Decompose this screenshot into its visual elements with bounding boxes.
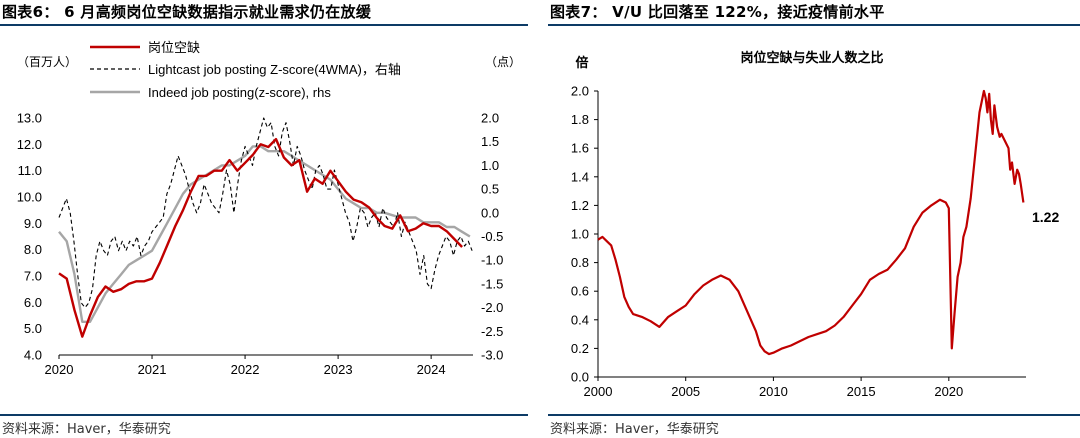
left-chart-title: 图表6： 6 月高频岗位空缺数据指示就业需求仍在放缓: [2, 3, 372, 21]
vu-y-tick-label: 0.8: [571, 255, 589, 270]
right-y-tick-label: -0.5: [481, 229, 503, 244]
right-y-tick-label: 1.5: [481, 134, 499, 149]
left-y-tick-label: 13.0: [17, 111, 42, 126]
right-y-tick-label: -1.0: [481, 253, 503, 268]
left-y-tick-label: 9.0: [24, 216, 42, 231]
left-axis-unit: （百万人）: [17, 55, 77, 69]
x-tick-label: 2024: [417, 362, 446, 377]
vu-x-tick-label: 2015: [847, 384, 876, 399]
left-series-group: [58, 117, 473, 338]
vu-y-tick-label: 1.8: [571, 112, 589, 127]
vu-end-value-label: 1.22: [1032, 209, 1059, 225]
right-axes-group: 0.0 0.2 0.4 0.6 0.8 1.0 1.2 1.4 1.6 1.8 2.0 2000 200…: [571, 84, 1026, 399]
series-line-indeed: [58, 145, 471, 323]
right-y-tick-label: -1.5: [481, 276, 503, 291]
right-source: 资料来源：Haver，华泰研究: [550, 422, 719, 437]
vu-x-tick-label: 2005: [671, 384, 700, 399]
right-axis-unit: （点）: [485, 55, 521, 69]
vu-y-tick-label: 0.6: [571, 284, 589, 299]
vu-y-tick-label: 0.2: [571, 341, 589, 356]
vu-x-tick-label: 2010: [759, 384, 788, 399]
left-legend: 岗位空缺 Lightcast job posting Z-score(4WMA)…: [90, 40, 401, 100]
vu-y-tick-label: 0.0: [571, 370, 589, 385]
left-y-tick-label: 5.0: [24, 321, 42, 336]
right-y-tick-label: -2.0: [481, 300, 503, 315]
legend-label-indeed: Indeed job posting(z-score), rhs: [148, 85, 331, 100]
left-axes-group: 4.0 5.0 6.0 7.0 8.0 9.0 10.0 11.0 12.0 13.0 -3.0 -2…: [17, 111, 504, 378]
x-tick-label: 2022: [231, 362, 260, 377]
right-y-tick-label: -2.5: [481, 324, 503, 339]
vu-chart-inner-title: 岗位空缺与失业人数之比: [740, 50, 883, 65]
right-series-group: [597, 89, 1025, 356]
left-source-rule: [0, 414, 528, 416]
vu-y-tick-label: 2.0: [571, 84, 589, 99]
right-chart-panel: 图表7： V/U 比回落至 122%，接近疫情前水平 岗位空缺与失业人数之比 倍…: [548, 0, 1080, 438]
right-y-tick-label: -3.0: [481, 348, 503, 363]
legend-label-lightcast: Lightcast job posting Z-score(4WMA)，右轴: [148, 62, 401, 77]
left-y-tick-label: 8.0: [24, 242, 42, 257]
x-tick-label: 2023: [324, 362, 353, 377]
right-chart-svg: 岗位空缺与失业人数之比 倍 1.22 0.0 0.2 0.4 0.6 0.8 1.0 1.2…: [571, 50, 1060, 399]
series-line-vacancies: [58, 137, 463, 338]
right-y-tick-label: 0.5: [481, 182, 499, 197]
left-y-tick-label: 7.0: [24, 269, 42, 284]
series-line-lightcast: [58, 117, 473, 309]
vu-ratio-line: [597, 89, 1025, 356]
vu-y-tick-label: 1.4: [571, 169, 589, 184]
vu-x-tick-label: 2020: [934, 384, 963, 399]
right-title-rule: [548, 24, 1080, 26]
left-chart-svg: （百万人） （点） 岗位空缺 Lightcast job posting Z-s…: [17, 40, 521, 378]
vu-y-axis-unit: 倍: [575, 55, 588, 70]
left-y-tick-label: 6.0: [24, 295, 42, 310]
left-y-tick-label: 10.0: [17, 190, 42, 205]
right-source-rule: [548, 414, 1080, 416]
left-source: 资料来源：Haver，华泰研究: [2, 422, 171, 437]
left-y-tick-label: 12.0: [17, 137, 42, 152]
left-chart-panel: 图表6： 6 月高频岗位空缺数据指示就业需求仍在放缓 （百万人） （点） 岗位空…: [0, 0, 528, 438]
x-tick-label: 2020: [45, 362, 74, 377]
right-chart-title: 图表7： V/U 比回落至 122%，接近疫情前水平: [550, 3, 885, 21]
x-tick-label: 2021: [138, 362, 167, 377]
right-y-tick-label: 2.0: [481, 111, 499, 126]
vu-y-tick-label: 0.4: [571, 312, 589, 327]
legend-label-vacancies: 岗位空缺: [148, 40, 200, 55]
right-y-tick-label: 0.0: [481, 205, 499, 220]
right-y-tick-label: 1.0: [481, 158, 499, 173]
vu-y-tick-label: 1.6: [571, 141, 589, 156]
vu-y-tick-label: 1.2: [571, 198, 589, 213]
left-y-tick-label: 11.0: [18, 163, 42, 178]
left-y-tick-label: 4.0: [24, 348, 42, 363]
vu-y-tick-label: 1.0: [571, 227, 589, 242]
left-title-rule: [0, 24, 528, 26]
vu-x-tick-label: 2000: [584, 384, 613, 399]
